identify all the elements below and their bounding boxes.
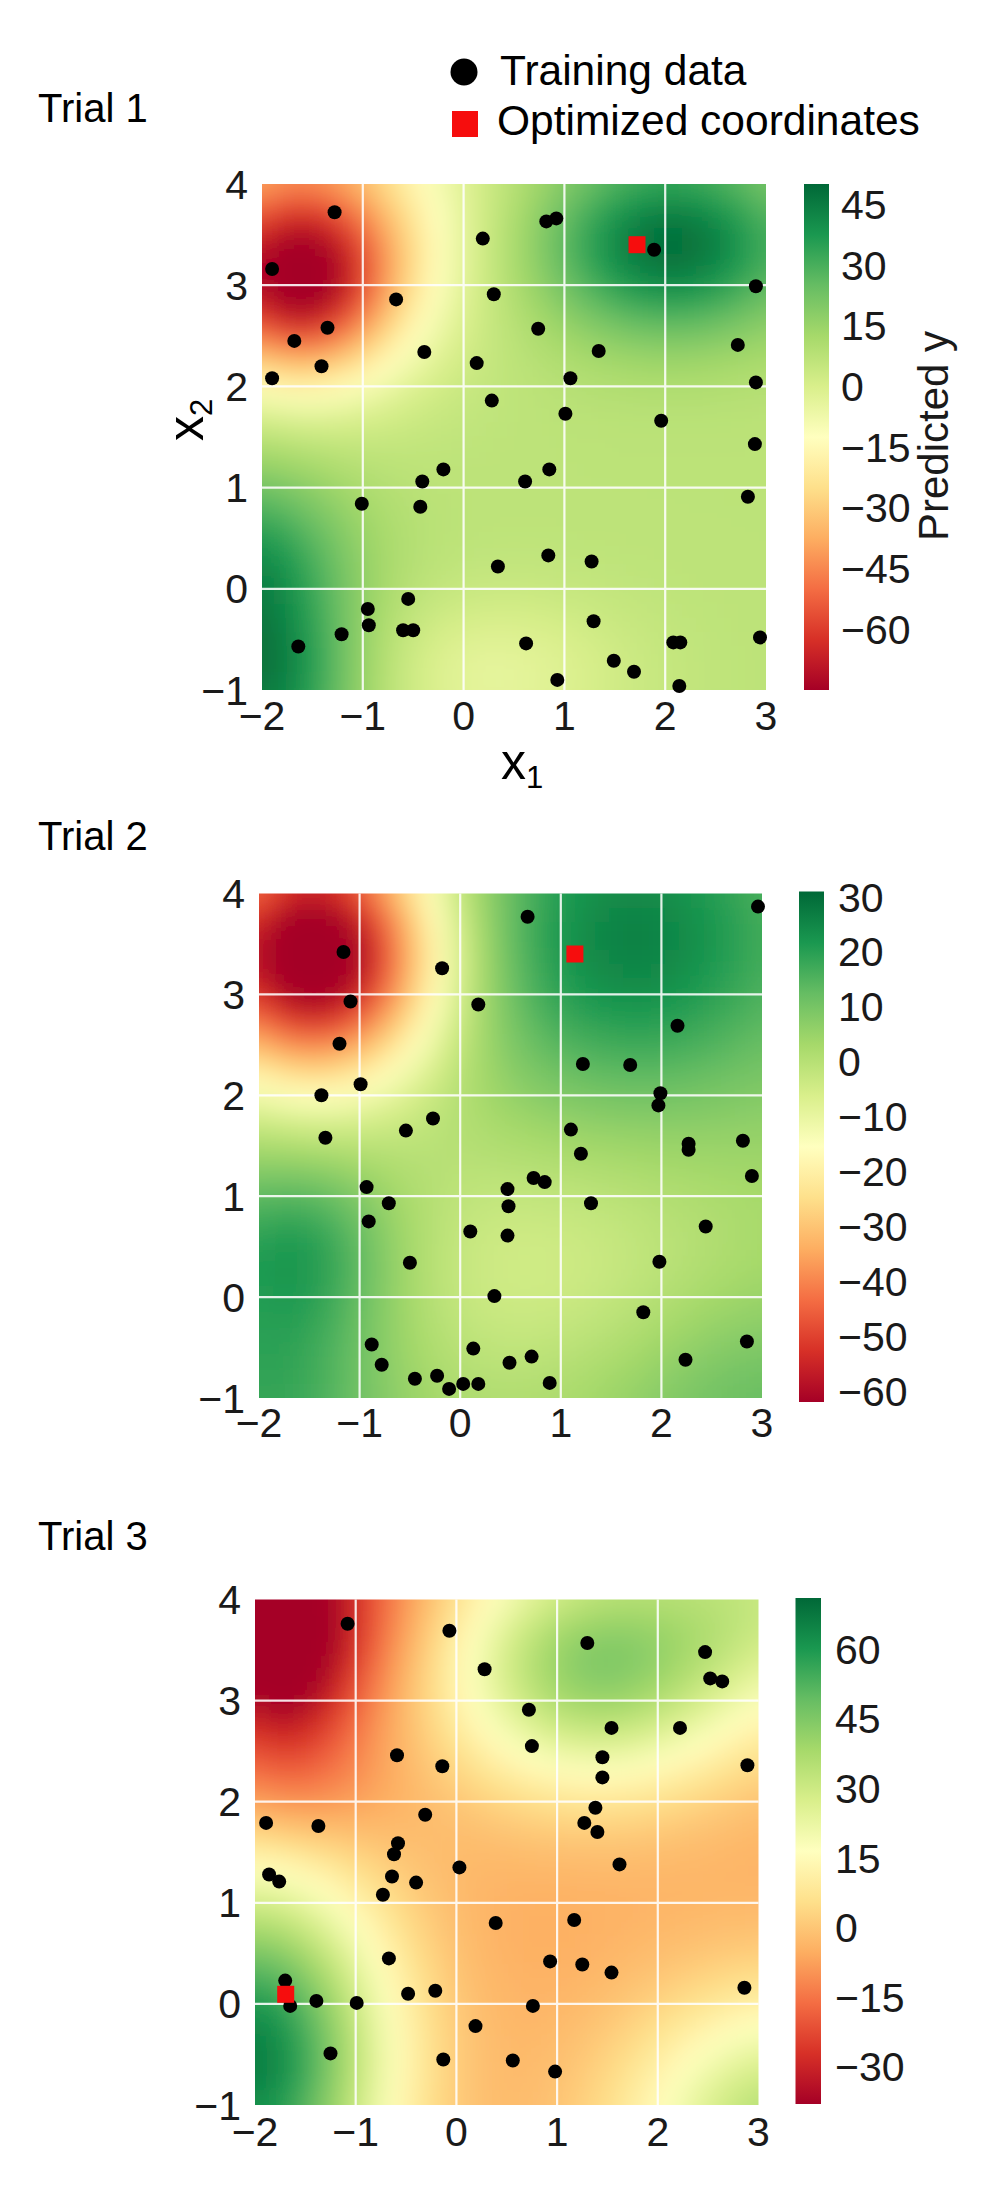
svg-text:1: 1 [553,693,576,739]
svg-text:0: 0 [841,364,864,410]
svg-text:0: 0 [835,1905,858,1951]
svg-text:30: 30 [838,875,884,921]
svg-text:0: 0 [218,1981,241,2027]
svg-text:1: 1 [222,1174,245,1220]
svg-text:1: 1 [549,1400,572,1446]
svg-text:−30: −30 [841,485,911,531]
svg-text:0: 0 [222,1275,245,1321]
svg-text:Trial 1: Trial 1 [38,86,148,130]
svg-text:−50: −50 [838,1314,908,1360]
svg-text:4: 4 [225,162,248,208]
svg-text:30: 30 [835,1766,881,1812]
svg-text:−2: −2 [239,693,286,739]
svg-text:2: 2 [650,1400,673,1446]
svg-text:−1: −1 [336,1400,383,1446]
svg-text:15: 15 [841,303,887,349]
svg-text:−15: −15 [841,425,911,471]
svg-text:3: 3 [218,1678,241,1724]
svg-text:−45: −45 [841,546,911,592]
svg-text:−60: −60 [841,607,911,653]
svg-text:45: 45 [835,1696,881,1742]
svg-text:3: 3 [225,263,248,309]
svg-text:0: 0 [452,693,475,739]
svg-text:1: 1 [225,465,248,511]
svg-text:0: 0 [445,2109,468,2155]
svg-text:4: 4 [222,871,245,917]
svg-text:−2: −2 [236,1400,283,1446]
svg-text:Predicted y: Predicted y [910,331,957,541]
svg-text:−40: −40 [838,1259,908,1305]
svg-text:3: 3 [755,693,778,739]
svg-text:1: 1 [218,1880,241,1926]
svg-text:3: 3 [747,2109,770,2155]
svg-text:2: 2 [222,1073,245,1119]
svg-text:20: 20 [838,929,884,975]
svg-text:−30: −30 [838,1204,908,1250]
svg-text:Training data: Training data [500,47,747,94]
svg-text:1: 1 [546,2109,569,2155]
svg-text:2: 2 [654,693,677,739]
svg-text:3: 3 [222,972,245,1018]
svg-text:45: 45 [841,182,887,228]
svg-text:60: 60 [835,1627,881,1673]
svg-text:4: 4 [218,1577,241,1623]
svg-text:−20: −20 [838,1149,908,1195]
svg-text:Optimized coordinates: Optimized coordinates [497,97,920,144]
svg-text:0: 0 [449,1400,472,1446]
svg-text:30: 30 [841,243,887,289]
svg-text:−2: −2 [232,2109,279,2155]
svg-text:2: 2 [646,2109,669,2155]
svg-text:−1: −1 [339,693,386,739]
svg-text:2: 2 [225,364,248,410]
svg-text:15: 15 [835,1836,881,1882]
svg-text:−30: −30 [835,2044,905,2090]
svg-text:10: 10 [838,984,884,1030]
svg-text:2: 2 [218,1779,241,1825]
svg-text:0: 0 [838,1039,861,1085]
svg-text:−10: −10 [838,1094,908,1140]
svg-text:−15: −15 [835,1975,905,2021]
svg-text:3: 3 [751,1400,774,1446]
svg-text:−60: −60 [838,1369,908,1415]
svg-text:Trial 2: Trial 2 [38,814,148,858]
svg-text:−1: −1 [332,2109,379,2155]
svg-text:0: 0 [225,566,248,612]
svg-text:Trial 3: Trial 3 [38,1514,148,1558]
